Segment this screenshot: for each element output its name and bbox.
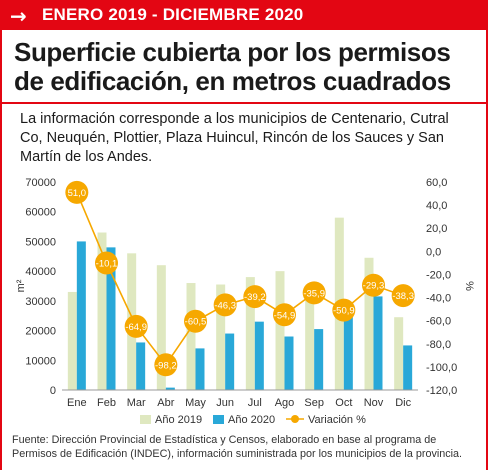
y-tick-label: 40000 (25, 266, 56, 278)
legend-label-variation: Variación % (308, 414, 366, 426)
bar-2019 (156, 265, 166, 390)
bar-2019 (216, 284, 226, 390)
legend-label-2020: Año 2020 (228, 414, 275, 426)
variation-marker (184, 309, 207, 333)
y-axis-title: m² (15, 279, 27, 292)
bar-2019 (97, 232, 107, 390)
bar-2019 (305, 294, 315, 390)
bar-line-chart: 0 10000 20000 30000 40000 50000 60000 70000 -120… (15, 177, 475, 426)
variation-data-label: -39,2 (244, 292, 266, 303)
variation-data-label: -38,3 (392, 291, 414, 302)
bar-2019 (245, 277, 255, 390)
y-tick-label: 50000 (25, 236, 56, 248)
intro-text: La información corresponde a los municip… (20, 111, 449, 165)
x-tick-label: Feb (97, 397, 116, 409)
variation-data-label: 51,0 (68, 188, 87, 199)
y2-tick-label: 40,0 (426, 200, 447, 212)
bar-2019 (275, 271, 285, 390)
y-tick-label: 10000 (25, 355, 56, 367)
bar-2020 (165, 387, 175, 390)
date-range: ENERO 2019 - DICIEMBRE 2020 (42, 5, 304, 24)
page-title: Superficie cubierta por los permisos de … (14, 37, 451, 96)
legend-marker-variation (291, 415, 299, 423)
variation-marker (332, 298, 356, 322)
variation-marker (273, 303, 296, 327)
variation-data-label: -10,1 (96, 259, 118, 270)
x-tick-label: May (185, 397, 206, 409)
variation-marker (95, 251, 118, 275)
variation-marker (213, 293, 237, 317)
variation-data-label: -50,9 (333, 306, 355, 317)
bar-2020 (106, 247, 116, 390)
variation-marker (302, 281, 326, 305)
y2-tick-label: 0,0 (426, 246, 441, 258)
x-tick-label: Oct (335, 397, 352, 409)
variation-marker (362, 273, 385, 297)
y2-tick-label: -100,0 (426, 362, 457, 374)
y-tick-label: 60000 (25, 207, 56, 219)
y2-tick-label: -20,0 (426, 269, 451, 281)
y2-tick-label: 20,0 (426, 223, 447, 235)
legend-label-2019: Año 2019 (155, 414, 202, 426)
bar-2020 (343, 305, 353, 390)
y2-tick-label: -80,0 (426, 339, 451, 351)
x-tick-label: Mar (127, 397, 146, 409)
legend-swatch-2020 (213, 415, 224, 424)
bar-2019 (67, 291, 77, 390)
y-tick-label: 0 (50, 385, 56, 397)
variation-data-label: -54,9 (274, 310, 296, 321)
y-tick-label: 20000 (25, 326, 56, 338)
bar-2020 (284, 336, 294, 390)
variation-data-label: -98,2 (155, 360, 177, 371)
variation-marker (243, 285, 267, 309)
bar-2019 (186, 283, 196, 390)
x-tick-label: Nov (364, 397, 384, 409)
bar-2020 (373, 296, 383, 390)
x-tick-label: Sep (304, 397, 324, 409)
variation-data-label: -29,3 (363, 281, 385, 292)
bar-2020 (195, 348, 205, 390)
arrow-right-icon: → (10, 4, 27, 28)
bar-2019 (394, 317, 404, 390)
y-tick-label: 30000 (25, 296, 56, 308)
source-note: Fuente: Dirección Provincial de Estadíst… (12, 434, 463, 460)
variation-marker (154, 353, 178, 377)
bar-2020 (136, 342, 146, 390)
header-bar: → ENERO 2019 - DICIEMBRE 2020 (2, 2, 486, 30)
bar-2020 (225, 333, 235, 390)
x-tick-label: Jul (248, 397, 262, 409)
bar-2020 (254, 321, 264, 390)
y2-tick-label: -40,0 (426, 293, 451, 305)
bar-2020 (76, 241, 86, 390)
variation-marker (391, 284, 415, 308)
x-tick-label: Ene (67, 397, 87, 409)
variation-data-label: -46,3 (214, 300, 236, 311)
bar-2020 (403, 345, 413, 390)
bar-2020 (314, 329, 324, 390)
y-tick-label: 70000 (25, 177, 56, 189)
variation-line (76, 192, 404, 367)
variation-data-label: -60,5 (185, 317, 207, 328)
variation-marker (124, 314, 148, 338)
variation-data-label: -64,9 (125, 322, 147, 333)
variation-data-label: -35,9 (303, 288, 325, 299)
y2-axis-title: % (463, 281, 475, 291)
legend-swatch-2019 (140, 415, 151, 424)
x-tick-label: Ago (275, 397, 295, 409)
bar-2019 (364, 257, 374, 390)
y2-tick-label: 60,0 (426, 177, 447, 189)
x-tick-label: Abr (157, 397, 174, 409)
y2-tick-label: -60,0 (426, 316, 451, 328)
x-tick-label: Dic (395, 397, 411, 409)
y2-tick-label: -120,0 (426, 385, 457, 397)
x-tick-label: Jun (216, 397, 234, 409)
variation-marker (65, 180, 89, 204)
